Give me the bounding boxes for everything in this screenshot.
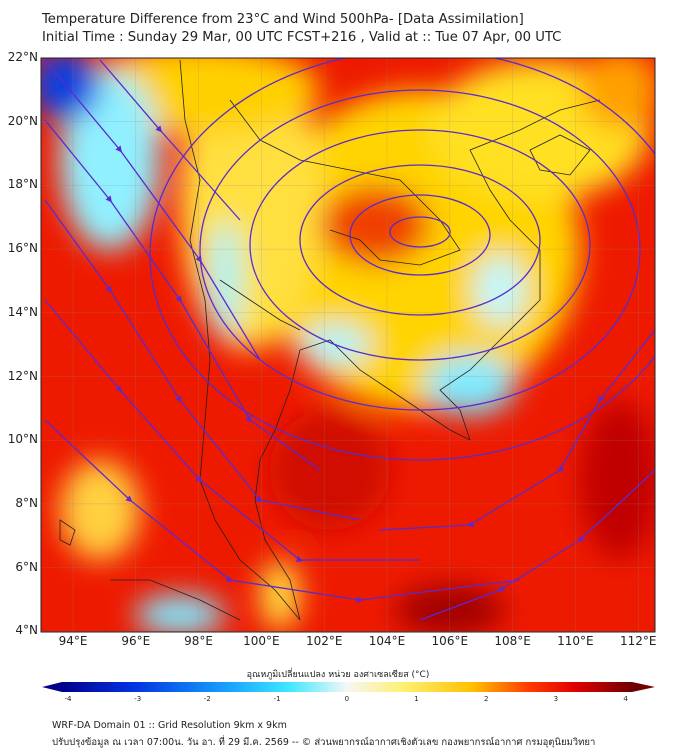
colorbar-max-extend — [632, 682, 655, 692]
chart-subtitle: Initial Time : Sunday 29 Mar, 00 UTC FCS… — [42, 30, 562, 45]
lat-label: 14°N — [7, 304, 38, 319]
colorbar-tick: -2 — [203, 695, 211, 703]
lon-label: 108°E — [494, 634, 531, 648]
graticule — [41, 58, 655, 632]
lat-label: 12°N — [7, 368, 38, 383]
lon-label: 96°E — [121, 634, 151, 648]
colorbar-tick: 4 — [623, 695, 628, 703]
colorbar-min-extend — [42, 682, 62, 692]
lon-label: 98°E — [184, 634, 214, 648]
colorbar-tick: 0 — [344, 695, 350, 703]
lat-label: 16°N — [7, 241, 38, 256]
lon-label: 100°E — [243, 634, 280, 648]
lat-label: 18°N — [7, 177, 38, 192]
map-frame — [40, 57, 656, 633]
colorbar-tick: -4 — [64, 695, 72, 703]
lon-label: 110°E — [557, 634, 594, 648]
colorbar — [62, 682, 632, 692]
temperature-field — [41, 58, 655, 632]
lat-label: 10°N — [7, 432, 38, 447]
lon-label: 104°E — [368, 634, 406, 648]
colorbar-tick: -1 — [273, 695, 281, 703]
colorbar-title: อุณหภูมิเปลี่ยนแปลง หน่วย องศาเซลเซียส (… — [246, 670, 430, 680]
model-info: WRF-DA Domain 01 :: Grid Resolution 9km … — [52, 720, 287, 731]
colorbar-tick: 1 — [414, 695, 419, 703]
chart-title: Temperature Difference from 23°C and Win… — [42, 12, 524, 27]
wind-streamlines — [44, 58, 655, 621]
colorbar-tick: 3 — [553, 695, 559, 703]
lat-label: 4°N — [15, 623, 38, 638]
lon-label: 112°E — [619, 634, 657, 648]
colorbar-tick: 2 — [483, 695, 489, 703]
lon-label: 106°E — [431, 634, 469, 648]
lon-label: 94°E — [58, 634, 88, 648]
lon-label: 102°E — [305, 634, 343, 648]
lat-label: 6°N — [15, 559, 38, 574]
credit-line: ปรับปรุงข้อมูล ณ เวลา 07:00น. วัน อา. ที… — [52, 737, 596, 748]
lat-label: 20°N — [7, 113, 38, 128]
lat-label: 22°N — [7, 50, 38, 64]
lat-label: 8°N — [15, 495, 38, 510]
colorbar-tick: -3 — [134, 695, 142, 703]
